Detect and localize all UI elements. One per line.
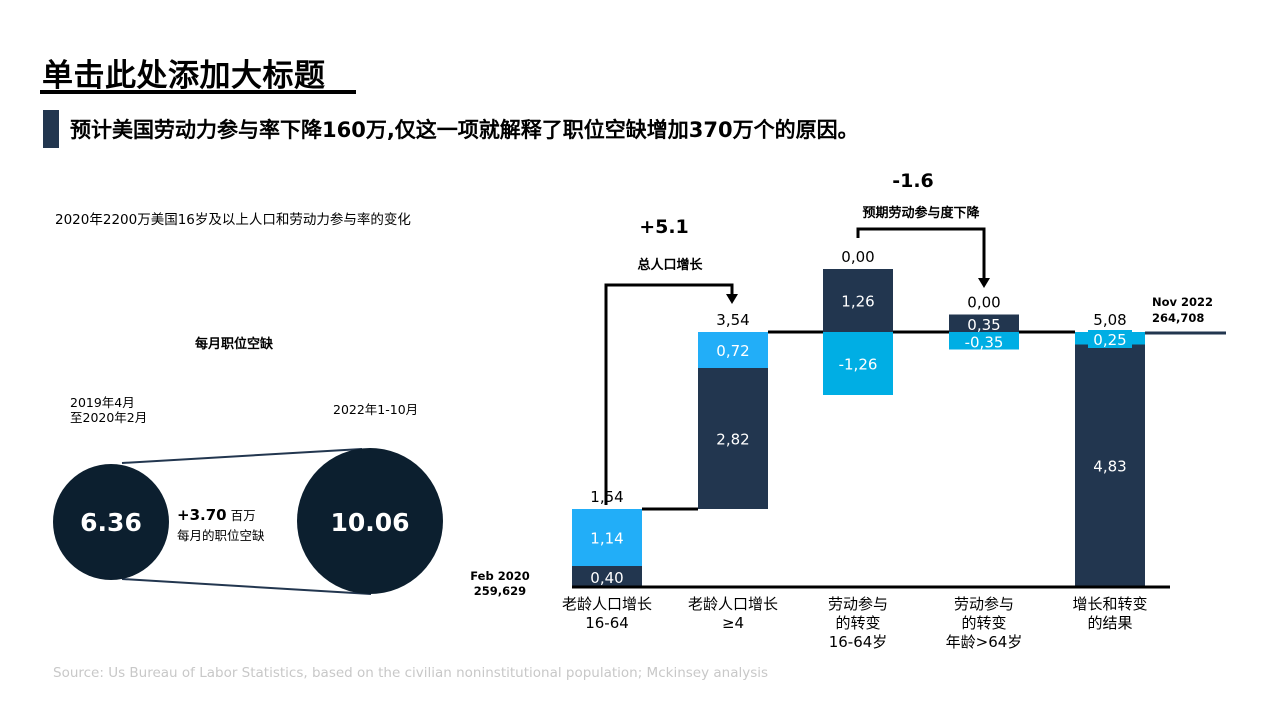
start-label-date: Feb 2020 xyxy=(470,569,529,583)
to-period-label: 2022年1-10月 xyxy=(333,402,419,417)
data-label-light-3: -0,35 xyxy=(965,334,1004,352)
total-label-2: 0,00 xyxy=(841,248,874,266)
bracket-arrow-line-1 xyxy=(604,283,734,505)
connector-top-line xyxy=(121,448,363,464)
data-label-dark-2: 1,26 xyxy=(841,293,874,311)
delta-description: 每月的职位空缺 xyxy=(177,528,265,543)
from-circle xyxy=(53,464,169,580)
delta-annotation: +3.70 百万 每月的职位空缺 xyxy=(177,505,265,544)
to-circle xyxy=(297,448,443,594)
bar-light-1 xyxy=(698,332,768,368)
chart-caption: 2020年2200万美国16岁及以上人口和劳动力参与率的变化 xyxy=(55,212,411,228)
from-value: 6.36 xyxy=(80,508,142,537)
category-label-0-1: 16-64 xyxy=(585,614,629,632)
arrow-head-icon-1 xyxy=(726,294,738,304)
annotation-value-2: -1.6 xyxy=(892,170,934,192)
category-label-4-1: 的结果 xyxy=(1087,614,1132,632)
from-period-line2: 至2020年2月 xyxy=(70,410,148,425)
bar-light-2 xyxy=(823,332,893,395)
data-label-light-4: 0,25 xyxy=(1093,331,1126,349)
start-label-value: 259,629 xyxy=(474,584,526,598)
data-label-dark-3: 0,35 xyxy=(967,316,1000,334)
bar-dark-1 xyxy=(698,368,768,509)
annotation-value-1: +5.1 xyxy=(639,216,689,238)
end-label-value: 264,708 xyxy=(1152,311,1204,325)
from-period-line1: 2019年4月 xyxy=(70,395,135,410)
page-title: 单击此处添加大标题 xyxy=(42,58,326,94)
to-value: 10.06 xyxy=(330,508,409,537)
subtitle-accent-bar xyxy=(43,110,59,148)
category-label-1-0: 老龄人口增长 xyxy=(688,595,778,613)
category-label-4-0: 增长和转变 xyxy=(1072,595,1147,613)
category-label-2-2: 16-64岁 xyxy=(829,633,888,651)
from-period-label: 2019年4月 至2020年2月 xyxy=(70,395,147,425)
category-label-3-1: 的转变 xyxy=(961,614,1006,632)
annotation-label-2: 预期劳动参与度下降 xyxy=(862,205,980,221)
bar-dark-0 xyxy=(572,566,642,586)
category-label-0-0: 老龄人口增长 xyxy=(562,595,652,613)
category-label-3-0: 劳动参与 xyxy=(954,595,1014,613)
category-label-2-0: 劳动参与 xyxy=(828,595,888,613)
source-note: Source: Us Bureau of Labor Statistics, b… xyxy=(53,665,769,681)
total-label-1: 3,54 xyxy=(716,311,749,329)
data-label-dark-0: 0,40 xyxy=(590,569,623,587)
delta-value: +3.70 xyxy=(177,506,227,524)
total-label-3: 0,00 xyxy=(967,294,1000,312)
end-label-date: Nov 2022 xyxy=(1152,295,1213,309)
delta-unit: 百万 xyxy=(230,508,256,523)
vacancy-circles: 6.36 10.06 xyxy=(53,448,443,595)
data-label-light-1: 0,72 xyxy=(716,342,749,360)
category-label-3-2: 年龄>64岁 xyxy=(946,633,1023,651)
title-underline xyxy=(40,90,356,94)
data-label-dark-4: 4,83 xyxy=(1093,457,1126,475)
data-label-dark-1: 2,82 xyxy=(716,431,749,449)
bar-dark-2 xyxy=(823,269,893,332)
data-label-light-2: -1,26 xyxy=(839,356,878,374)
annotation-label-1: 总人口增长 xyxy=(637,257,703,273)
category-label-1-1: ≥4 xyxy=(722,614,744,632)
bar-light-0 xyxy=(572,509,642,566)
bar-light-3 xyxy=(949,332,1019,350)
connector-bottom-line xyxy=(121,578,372,595)
vacancy-title: 每月职位空缺 xyxy=(195,337,274,352)
subtitle: 预计美国劳动力参与率下降160万,仅这一项就解释了职位空缺增加370万个的原因。 xyxy=(70,118,859,142)
bar-dark-4 xyxy=(1075,344,1145,586)
arrow-head-icon-2 xyxy=(978,278,990,288)
total-label-4: 5,08 xyxy=(1093,311,1126,329)
bracket-arrow-line-2 xyxy=(856,227,986,280)
category-label-2-1: 的转变 xyxy=(835,614,880,632)
data-label-light-0: 1,14 xyxy=(590,530,623,548)
label-bg-light-4 xyxy=(1088,330,1132,348)
bar-dark-3 xyxy=(949,314,1019,332)
